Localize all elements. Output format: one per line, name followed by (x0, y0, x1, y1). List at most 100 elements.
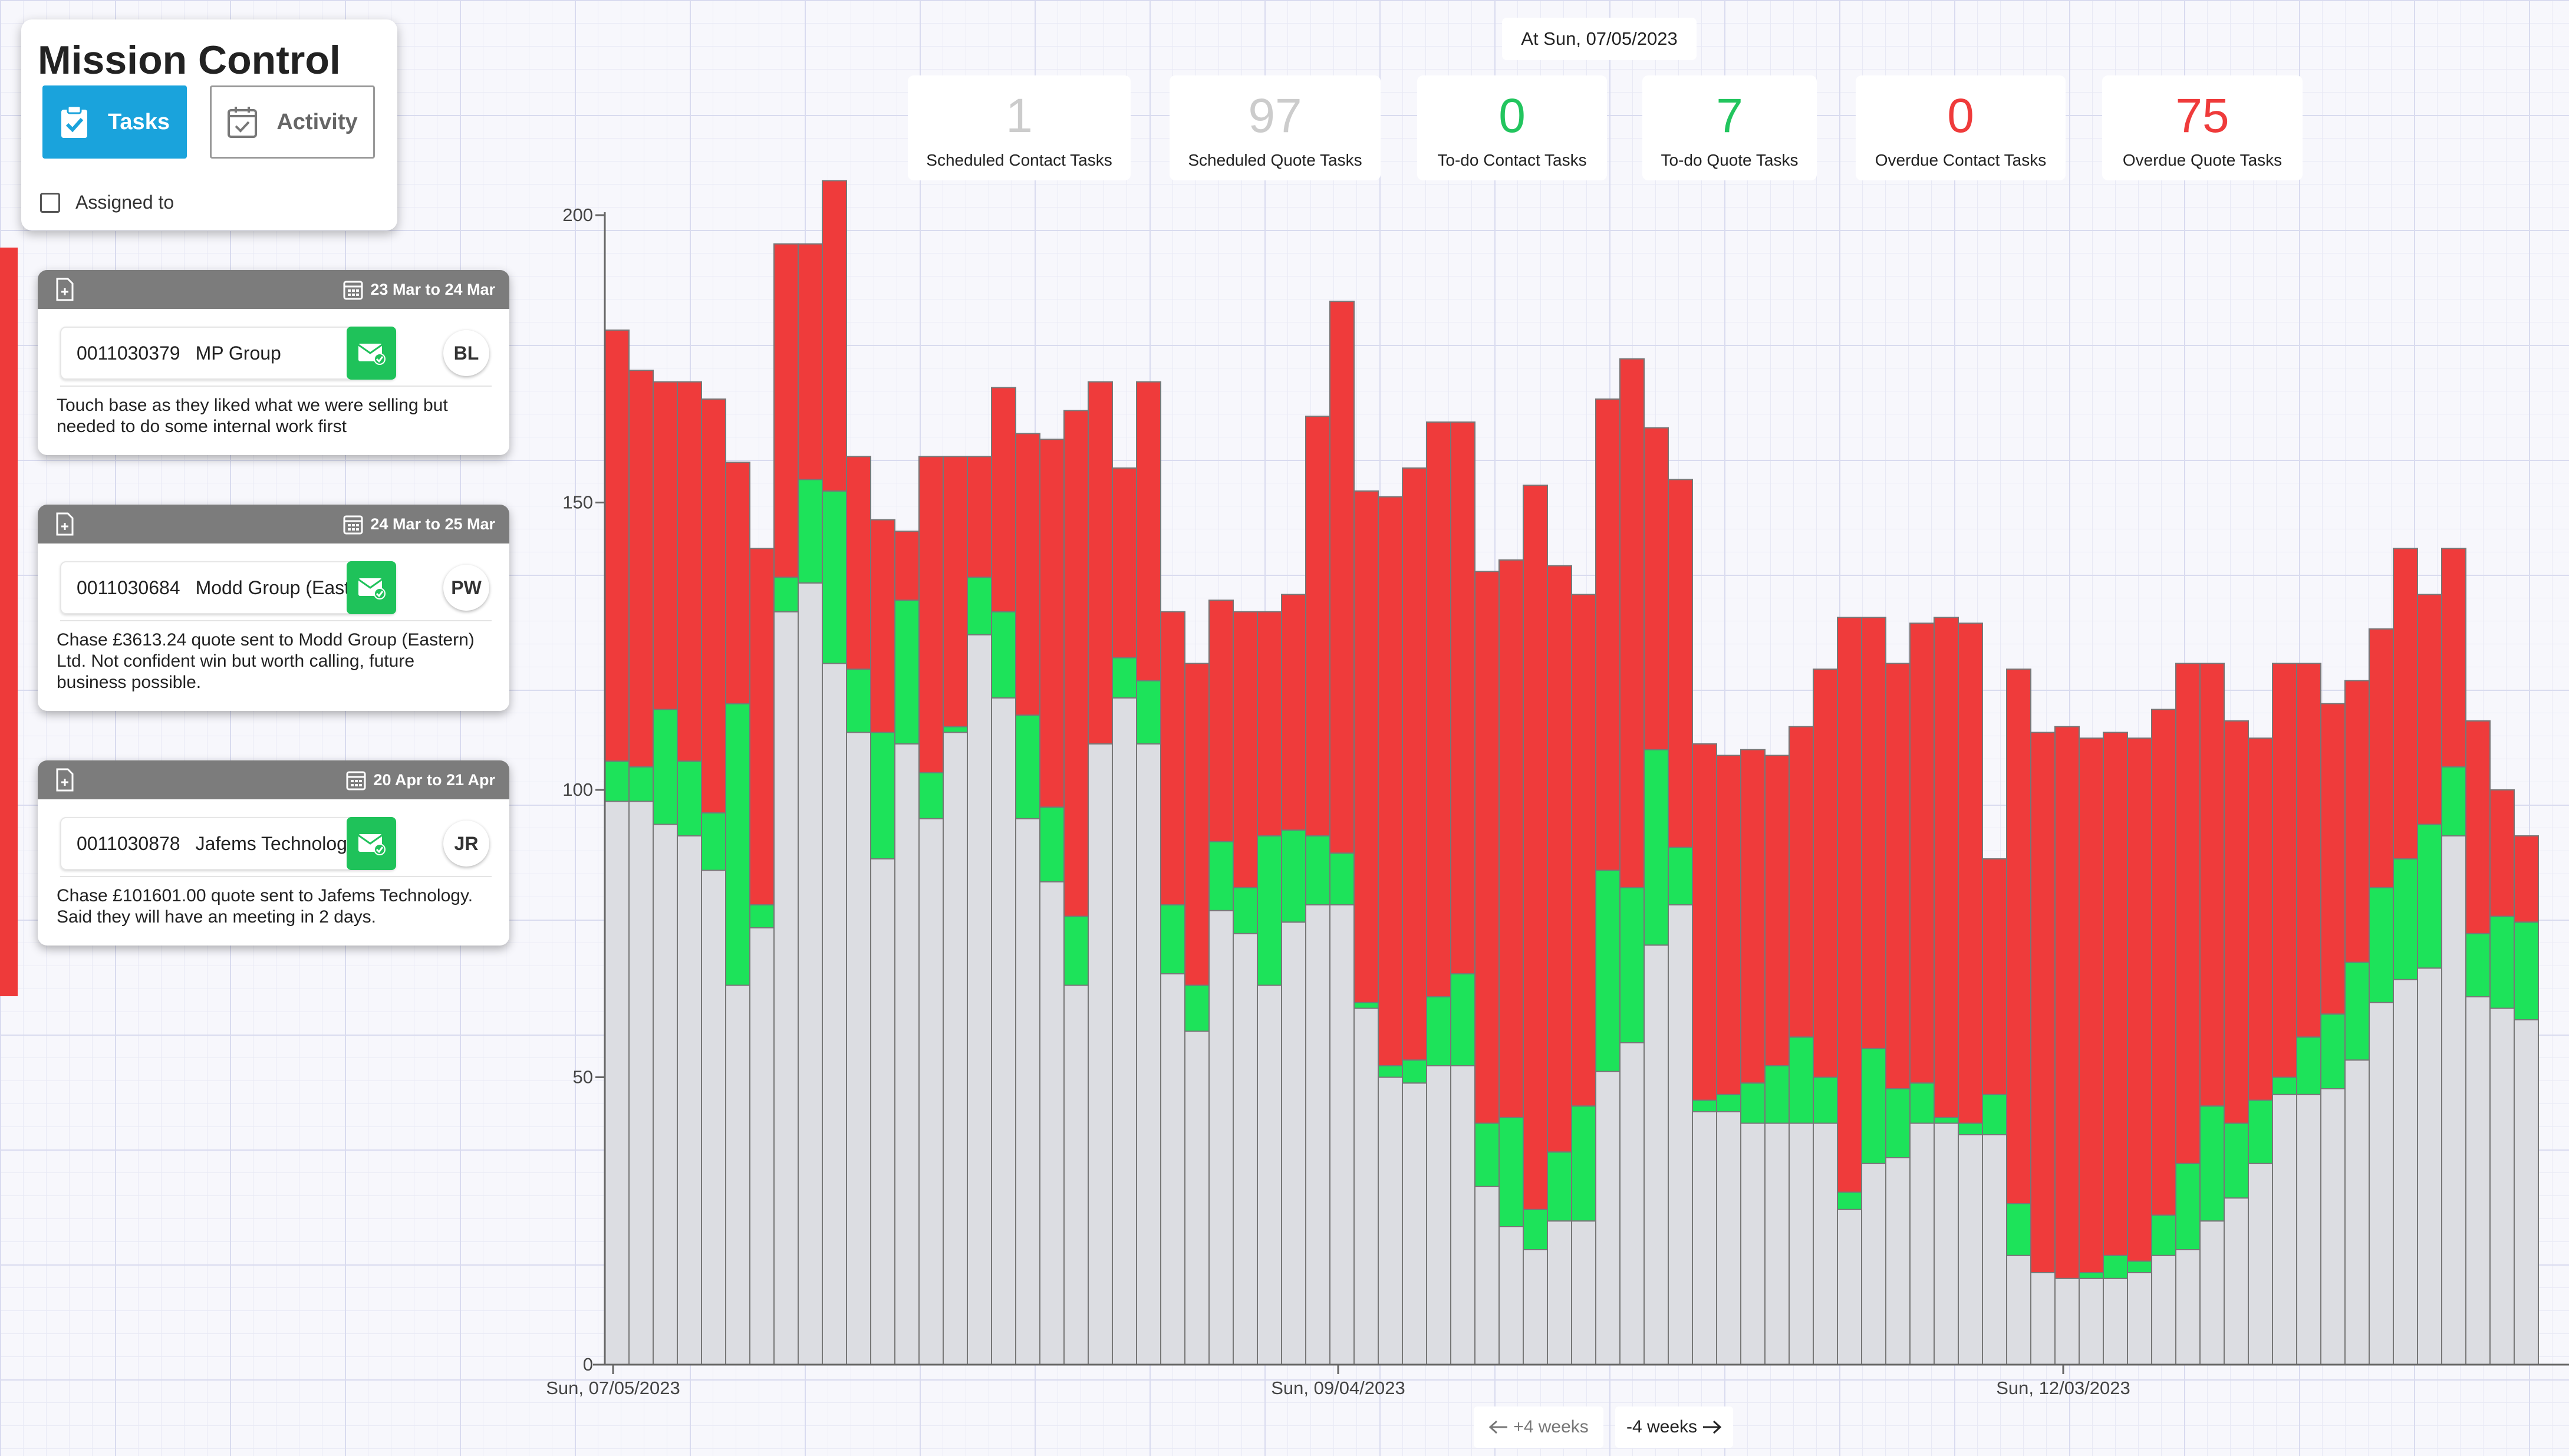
task-date-range: 20 Apr to 21 Apr (346, 769, 495, 790)
bar-segment (1498, 559, 1524, 1118)
bar-segment (2272, 1076, 2297, 1095)
bar-segment (822, 490, 847, 664)
card-divider (60, 876, 492, 877)
stat-todo-quote[interactable]: 7 To-do Quote Tasks (1642, 75, 1817, 180)
stat-overdue-contact[interactable]: 0 Overdue Contact Tasks (1856, 75, 2066, 180)
task-card[interactable]: 23 Mar to 24 Mar 0011030379 MP Group BL … (38, 270, 509, 455)
task-contact-row[interactable]: 0011030684 Modd Group (Easte… (60, 561, 396, 614)
bar-segment (2175, 1162, 2201, 1250)
bar-segment (1257, 984, 1282, 1365)
bar-segment (1692, 1099, 1717, 1112)
bar-segment (2393, 979, 2418, 1365)
document-add-icon (56, 768, 74, 792)
bar-segment (773, 577, 799, 612)
bar-segment (798, 582, 823, 1365)
stat-value: 1 (1006, 89, 1033, 143)
bar-segment (1450, 973, 1475, 1066)
email-action-button[interactable] (347, 327, 396, 380)
bar-segment (1208, 841, 1234, 911)
bar-segment (1668, 846, 1693, 905)
bar-segment (1474, 1122, 1500, 1187)
bar-segment (1015, 433, 1040, 716)
bar-segment (1547, 1220, 1572, 1365)
email-action-button[interactable] (347, 817, 396, 870)
bar-segment (2441, 766, 2466, 836)
minus-4-weeks-label: -4 weeks (1626, 1417, 1698, 1437)
activity-label: Activity (276, 109, 358, 134)
bar-segment (943, 726, 968, 733)
bar-segment (1257, 835, 1282, 986)
stat-scheduled-quote[interactable]: 97 Scheduled Quote Tasks (1170, 75, 1381, 180)
bar-segment (1015, 714, 1040, 819)
assigned-to-filter[interactable]: Assigned to (40, 192, 174, 213)
bar-segment (1136, 680, 1161, 745)
bar-segment (1885, 1088, 1911, 1158)
bar-segment (1523, 1208, 1548, 1250)
bar-segment (1716, 1093, 1741, 1112)
document-add-icon (56, 278, 74, 301)
bar-segment (2296, 1093, 2321, 1365)
bar-segment (2465, 996, 2491, 1365)
mail-check-icon (358, 834, 386, 855)
bar-segment (2151, 709, 2176, 1216)
bar-segment (918, 456, 944, 773)
task-reference: 0011030878 (77, 832, 180, 854)
task-card[interactable]: 24 Mar to 25 Mar 0011030684 Modd Group (… (38, 505, 509, 711)
bar-segment (918, 818, 944, 1365)
bar-segment (2175, 663, 2201, 1164)
bar-segment (725, 984, 750, 1365)
minus-4-weeks-button[interactable]: -4 weeks (1615, 1406, 1733, 1448)
activity-button[interactable]: Activity (210, 85, 375, 159)
bar-segment (1885, 1157, 1911, 1365)
bar-segment (1813, 1122, 1838, 1365)
bar-segment (2127, 1272, 2152, 1365)
bar-segment (1982, 858, 2007, 1095)
bar-segment (918, 772, 944, 819)
stat-value: 97 (1248, 89, 1302, 143)
assigned-to-label: Assigned to (75, 192, 174, 213)
bar-segment (2151, 1254, 2176, 1365)
bar-segment (2441, 548, 2466, 767)
assigned-to-checkbox[interactable] (40, 192, 60, 213)
stat-scheduled-contact[interactable]: 1 Scheduled Contact Tasks (908, 75, 1131, 180)
tasks-button[interactable]: Tasks (42, 85, 187, 159)
bar-segment (2030, 1272, 2056, 1365)
bar-segment (749, 548, 775, 905)
bar-segment (701, 869, 726, 1365)
bar-segment (2344, 1059, 2370, 1365)
bar-segment (1861, 1162, 1886, 1365)
bar-segment (2103, 1277, 2128, 1365)
bar-segment (1813, 1076, 1838, 1124)
bar-segment (1571, 594, 1596, 1107)
task-contact-row[interactable]: 0011030379 MP Group (60, 327, 396, 380)
bar-segment (2465, 720, 2491, 934)
bar-segment (1426, 1065, 1451, 1365)
bar-segment (1619, 887, 1645, 1043)
bar-segment (967, 634, 992, 1365)
bar-segment (1257, 611, 1282, 836)
stat-overdue-quote[interactable]: 75 Overdue Quote Tasks (2102, 75, 2303, 180)
bar-segment (2441, 835, 2466, 1365)
bar-segment (773, 243, 799, 578)
stat-label: To-do Quote Tasks (1661, 151, 1799, 169)
bar-segment (653, 709, 678, 825)
bar-segment (2417, 594, 2442, 825)
bar-segment (846, 456, 871, 670)
bar-segment (1233, 611, 1258, 888)
tasks-label: Tasks (108, 109, 170, 134)
bar-segment (604, 330, 630, 762)
bar-segment (2514, 1019, 2539, 1365)
stat-todo-contact[interactable]: 0 To-do Contact Tasks (1417, 75, 1607, 180)
email-action-button[interactable] (347, 561, 396, 614)
bar-segment (2151, 1214, 2176, 1256)
plus-4-weeks-button[interactable]: +4 weeks (1474, 1406, 1603, 1448)
task-card[interactable]: 20 Apr to 21 Apr 0011030878 Jafems Techn… (38, 760, 509, 946)
bar-segment (1982, 1134, 2007, 1365)
bar-segment (1305, 416, 1330, 836)
bar-segment (1378, 1065, 1403, 1078)
bar-segment (1112, 467, 1137, 658)
bar-segment (2030, 732, 2056, 1273)
calendar-check-icon (228, 107, 258, 138)
task-contact-row[interactable]: 0011030878 Jafems Technology (60, 817, 396, 870)
bar-segment (1329, 904, 1355, 1365)
